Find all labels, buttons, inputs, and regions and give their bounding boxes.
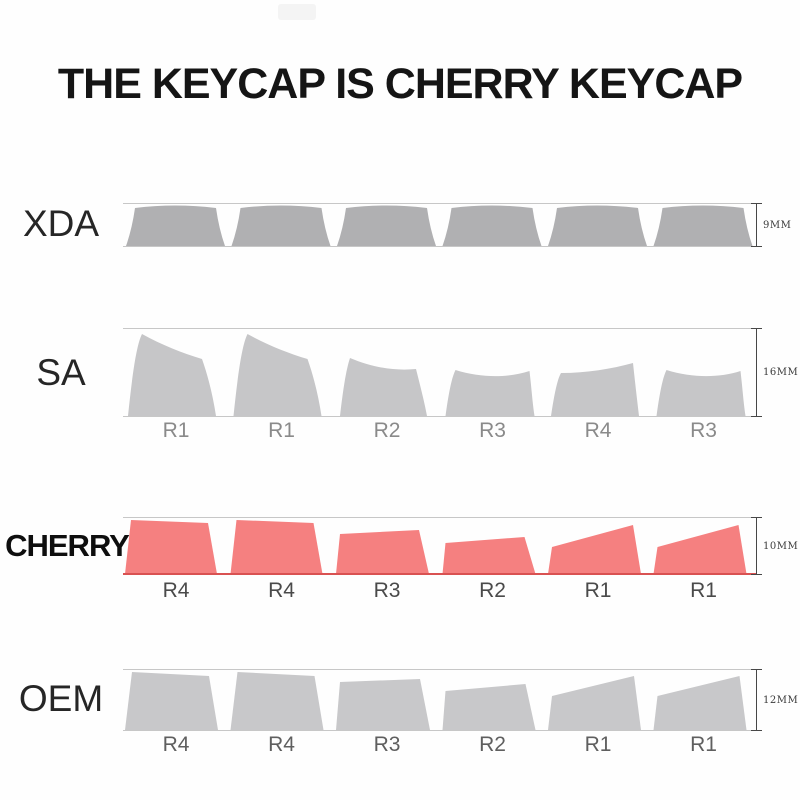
position-label-cherry-6: R1: [690, 579, 717, 602]
keycap-cherry-R4-2: [230, 520, 323, 574]
keycap-xda-uniform-2: [231, 205, 331, 246]
keycap-shapes-sa: [128, 334, 746, 416]
keycap-band-sa: 16MM: [123, 328, 798, 417]
position-label-sa-4: R3: [479, 419, 506, 442]
keycap-shapes-cherry: [125, 520, 747, 574]
keycap-oem-R1-6: [653, 676, 747, 730]
dimension-tick: [751, 517, 762, 518]
keycap-xda-uniform-6: [653, 205, 753, 246]
keycap-sa-R3-4: [445, 370, 535, 416]
position-label-sa-3: R2: [373, 419, 401, 442]
keycap-cherry-R1-5: [548, 525, 641, 574]
dimension-tick: [751, 669, 762, 670]
dimension-tick: [751, 416, 762, 417]
top-smudge-artifact: [278, 4, 316, 20]
dimension-tick: [751, 246, 762, 247]
position-label-oem-4: R2: [479, 733, 506, 756]
keycap-sa-R1-1: [128, 334, 216, 416]
keycap-oem-R3-3: [336, 679, 430, 730]
page-title: THE KEYCAP IS CHERRY KEYCAP: [57, 60, 743, 108]
dimension-tick: [751, 328, 762, 329]
position-label-cherry-4: R2: [479, 579, 506, 602]
position-label-cherry-5: R1: [584, 579, 612, 602]
dimension-tick: [751, 574, 762, 575]
keycap-xda-uniform-5: [548, 205, 647, 246]
profile-label-xda: XDA: [22, 203, 100, 244]
keycap-band-xda: 9MM: [123, 203, 791, 247]
row-position-labels-xda: [123, 0, 756, 26]
keycap-cherry-R2-4: [442, 537, 536, 574]
dimension-line: [756, 203, 757, 247]
position-label-sa-6: R3: [690, 419, 717, 442]
profile-label-sa: SA: [36, 352, 86, 393]
position-label-oem-2: R4: [268, 733, 295, 756]
keycap-sa-R2-3: [340, 358, 427, 416]
dimension-line: [756, 517, 757, 575]
height-label: 10MM: [763, 540, 799, 552]
profile-label-cherry: CHERRY: [5, 528, 130, 563]
position-label-oem-1: R4: [162, 733, 190, 756]
keycap-shapes-xda: [126, 205, 753, 246]
profile-label-oem: OEM: [18, 678, 104, 719]
keycap-xda-uniform-4: [442, 205, 542, 246]
row-position-labels-cherry: R4 R4 R3 R2 R1 R1: [123, 579, 756, 605]
position-label-sa-5: R4: [584, 419, 612, 442]
position-label-cherry-3: R3: [373, 579, 401, 602]
keycap-cherry-R4-1: [125, 520, 217, 574]
position-label-sa-2: R1: [268, 419, 295, 442]
row-baseline: [123, 246, 756, 247]
keycap-oem-R4-1: [125, 672, 218, 730]
row-top-line: [123, 203, 756, 204]
keycap-cherry-R1-6: [653, 525, 747, 574]
keycap-band-cherry: 10MM: [123, 517, 798, 575]
keycap-xda-uniform-3: [337, 205, 436, 246]
row-top-line: [123, 669, 756, 670]
row-top-line: [123, 328, 756, 329]
keycap-cherry-R3-3: [336, 530, 429, 574]
position-label-sa-1: R1: [162, 419, 190, 442]
keycap-sa-R3-6: [656, 370, 746, 416]
row-position-labels-oem: R4 R4 R3 R2 R1 R1: [123, 733, 756, 759]
dimension-tick: [751, 730, 762, 731]
row-position-labels-sa: R1 R1 R2 R3 R4 R3: [123, 419, 756, 445]
keycap-oem-R2-4: [442, 684, 536, 730]
position-label-cherry-1: R4: [162, 579, 190, 602]
dimension-line: [756, 328, 757, 417]
dimension-line: [756, 669, 757, 731]
keycap-band-oem: 12MM: [123, 669, 798, 731]
height-label: 16MM: [763, 367, 799, 378]
height-label: 12MM: [763, 694, 799, 706]
row-baseline: [123, 416, 756, 417]
row-baseline-red: [123, 573, 756, 575]
position-label-cherry-2: R4: [268, 579, 295, 602]
keycap-oem-R4-2: [230, 672, 324, 730]
keycap-xda-uniform-1: [126, 205, 225, 246]
position-label-oem-6: R1: [690, 733, 717, 756]
position-label-oem-5: R1: [584, 733, 612, 756]
height-label: 9MM: [763, 219, 792, 231]
row-top-line: [123, 517, 756, 518]
keycap-sa-R1-2: [233, 334, 322, 416]
keycap-shapes-oem: [125, 672, 747, 730]
position-label-oem-3: R3: [373, 733, 401, 756]
row-baseline: [123, 730, 756, 731]
dimension-tick: [751, 203, 762, 204]
keycap-sa-R4-5: [551, 363, 639, 416]
keycap-oem-R1-5: [548, 676, 641, 730]
